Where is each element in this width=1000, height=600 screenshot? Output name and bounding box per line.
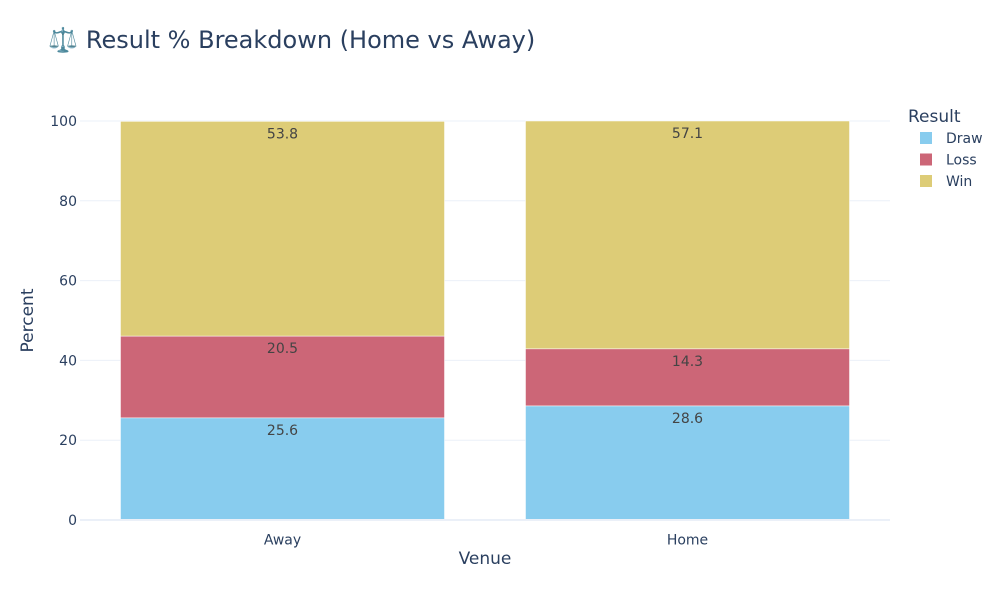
bar-win-away (120, 121, 445, 337)
legend-title: Result (908, 107, 961, 127)
y-tick-label: 80 (59, 194, 77, 210)
bar-loss-home (525, 348, 850, 407)
y-axis-title: Percent (18, 288, 38, 352)
y-tick-label: 0 (68, 513, 77, 529)
data-label: 53.8 (267, 126, 298, 142)
bars (120, 120, 850, 521)
x-tick-label: Home (667, 533, 708, 549)
x-axis-title: Venue (459, 549, 512, 569)
x-tick-label: Away (264, 533, 301, 549)
data-label: 25.6 (267, 423, 298, 439)
y-tick-label: 20 (59, 433, 77, 449)
legend-swatch-win (920, 175, 932, 187)
bar-win-home (525, 120, 850, 350)
legend: Result Draw Loss Win (908, 107, 983, 190)
bar-draw-home (525, 405, 850, 521)
chart-title-text: Result % Breakdown (Home vs Away) (85, 26, 536, 54)
y-tick-label: 60 (59, 274, 77, 290)
bar-draw-away (120, 417, 445, 521)
legend-label-draw: Draw (946, 131, 983, 147)
legend-label-win: Win (946, 174, 972, 190)
scales-icon: ⚖️ (48, 26, 78, 54)
axes: 0 20 40 60 80 100 Away Home Venue Percent (18, 114, 890, 569)
data-label: 20.5 (267, 341, 298, 357)
chart-title: ⚖️ Result % Breakdown (Home vs Away) (48, 26, 535, 54)
legend-swatch-draw (920, 132, 932, 144)
data-label: 14.3 (672, 354, 703, 370)
bar-loss-away (120, 335, 445, 419)
legend-swatch-loss (920, 153, 932, 166)
data-label: 57.1 (672, 126, 703, 142)
data-labels: 25.6 20.5 53.8 28.6 14.3 57.1 (267, 126, 703, 439)
legend-label-loss: Loss (946, 153, 977, 169)
y-tick-label: 40 (59, 353, 77, 369)
data-label: 28.6 (672, 411, 703, 427)
y-tick-label: 100 (50, 114, 77, 130)
